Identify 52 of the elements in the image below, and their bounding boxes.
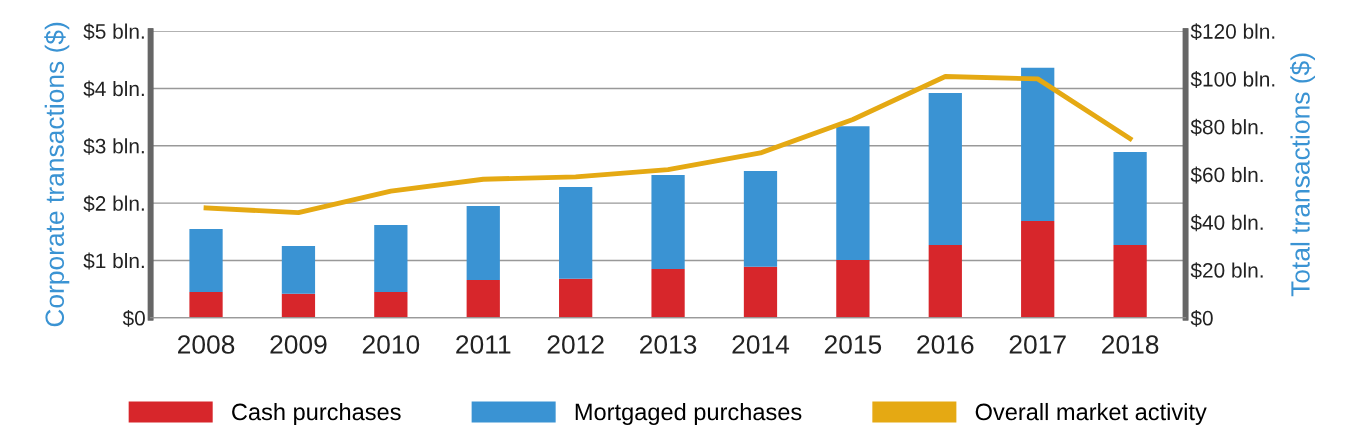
bar — [189, 228, 223, 292]
bar — [836, 259, 870, 318]
y-tick-label: $5 bln. — [83, 23, 144, 41]
x-tick-label: 2014 — [732, 335, 790, 354]
bar — [466, 279, 500, 318]
legend-label: Overall market activity — [975, 402, 1207, 425]
y-tick-label: $0 — [122, 309, 145, 327]
y-axis-title: Corporate transactions ($) — [44, 22, 70, 327]
bar — [1021, 220, 1055, 318]
bar — [559, 278, 593, 318]
bar — [1113, 244, 1147, 318]
x-tick-label: 2017 — [1009, 335, 1066, 354]
y-tick-label: $2 bln. — [83, 195, 144, 213]
y2-tick-label: $40 bln. — [1190, 214, 1263, 232]
y2-tick-label: $60 bln. — [1190, 166, 1263, 184]
bar — [559, 187, 593, 279]
bar — [928, 244, 962, 318]
y-tick-label: $1 bln. — [83, 252, 144, 270]
bar — [466, 205, 500, 280]
x-tick-label: 2011 — [456, 335, 511, 354]
y2-tick-label: $20 bln. — [1190, 262, 1263, 280]
x-tick-label: 2010 — [362, 335, 420, 354]
bar — [281, 293, 316, 318]
legend-label: Mortgaged purchases — [575, 402, 802, 425]
x-tick-label: 2013 — [640, 335, 697, 354]
bar — [651, 175, 685, 270]
y2-tick-label: $80 bln. — [1190, 118, 1263, 136]
y2-tick-label: $0 — [1190, 309, 1213, 327]
x-tick-label: 2018 — [1102, 335, 1159, 354]
bar — [189, 291, 223, 318]
bar — [928, 93, 962, 245]
y2-tick-label: $100 bln. — [1190, 71, 1275, 88]
bar — [1021, 67, 1055, 221]
y2-axis-title: Total transactions ($) — [1290, 53, 1316, 297]
x-tick-label: 2012 — [547, 335, 604, 354]
y-tick-label: $3 bln. — [83, 137, 144, 155]
bar — [743, 171, 778, 267]
legend-label: Cash purchases — [232, 402, 401, 425]
bar — [651, 269, 685, 318]
bar — [374, 224, 408, 292]
x-tick-label: 2016 — [917, 335, 974, 354]
bar — [374, 291, 408, 318]
y-tick-label: $4 bln. — [83, 80, 144, 98]
bar — [1113, 152, 1147, 245]
bar — [281, 246, 316, 294]
bar — [836, 126, 870, 260]
line-series — [203, 74, 1133, 216]
x-tick-label: 2009 — [270, 335, 327, 354]
y2-tick-label: $120 bln. — [1190, 23, 1275, 41]
x-tick-label: 2008 — [178, 335, 235, 354]
bar — [743, 266, 778, 318]
x-tick-label: 2015 — [824, 335, 882, 354]
